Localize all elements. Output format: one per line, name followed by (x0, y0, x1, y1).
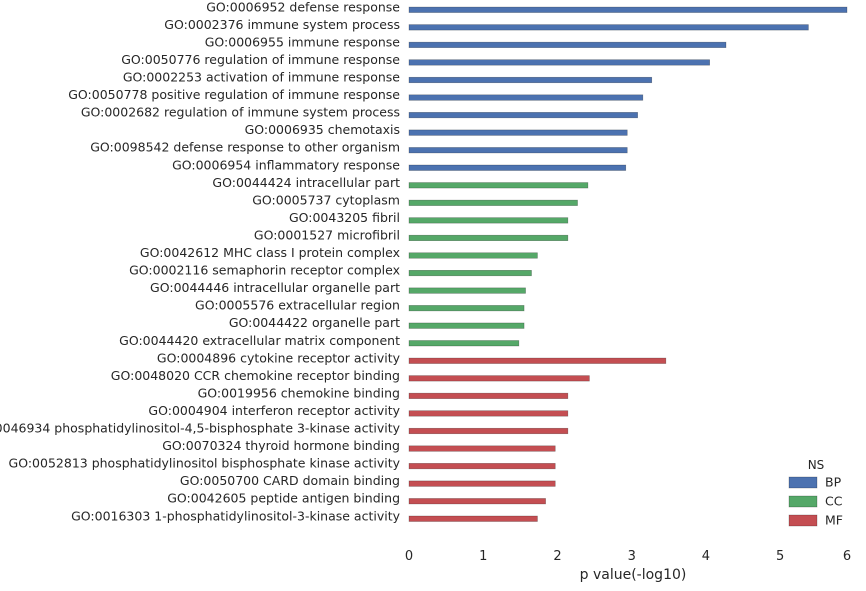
x-tick-label: 5 (776, 549, 784, 564)
legend-label: BP (825, 475, 842, 490)
x-tick-label: 0 (405, 549, 413, 564)
bar-bp (408, 147, 628, 154)
bar-mf (408, 480, 556, 487)
legend-swatch-mf (788, 514, 818, 527)
legend: NS BP CC MF (788, 458, 843, 528)
category-label: GO:0019956 chemokine binding (198, 385, 400, 400)
x-tick-label: 2 (553, 549, 561, 564)
category-label: GO:0044420 extracellular matrix componen… (119, 333, 400, 348)
bar-cc (408, 340, 520, 347)
x-tick-label: 4 (702, 549, 710, 564)
bar-cc (408, 322, 525, 329)
category-label: GO:0050776 regulation of immune response (121, 52, 400, 67)
bar-cc (408, 234, 569, 241)
bar-bp (408, 59, 710, 66)
bar-mf (408, 375, 590, 382)
category-label: GO:0004896 cytokine receptor activity (157, 350, 401, 365)
bars-group (408, 6, 848, 522)
bar-mf (408, 463, 556, 470)
category-label: GO:0050700 CARD domain binding (180, 473, 400, 488)
bar-bp (408, 94, 644, 101)
category-label: GO:0050778 positive regulation of immune… (68, 87, 400, 102)
category-label: GO:0070324 thyroid hormone binding (162, 438, 400, 453)
bar-bp (408, 129, 628, 136)
bar-bp (408, 112, 638, 119)
bar-cc (408, 305, 525, 312)
category-label: GO:0044422 organelle part (229, 315, 400, 330)
category-label: GO:0002253 activation of immune response (123, 70, 400, 85)
category-labels: GO:0006952 defense response GO:0002376 im… (0, 0, 401, 523)
category-label: GO:0046934 phosphatidylinositol-4,5-bisp… (0, 421, 401, 436)
legend-swatch-bp (788, 476, 818, 489)
bar-mf (408, 498, 546, 505)
category-label: GO:0005737 cytoplasm (252, 192, 400, 207)
category-label: GO:0098542 defense response to other org… (90, 140, 400, 155)
category-label: GO:0016303 1-phosphatidylinositol-3-kina… (71, 508, 401, 523)
bar-bp (408, 6, 848, 13)
category-label: GO:0042612 MHC class I protein complex (140, 245, 400, 260)
bar-cc (408, 269, 532, 277)
legend-label: CC (825, 494, 843, 509)
category-label: GO:0043205 fibril (289, 210, 400, 225)
bar-mf (408, 392, 569, 399)
x-tick-label: 6 (843, 549, 851, 564)
bar-mf (408, 515, 538, 522)
category-label: GO:0044446 intracellular organelle part (150, 280, 400, 295)
category-label: GO:0002682 regulation of immune system p… (81, 105, 400, 120)
bar-mf (408, 445, 556, 452)
bar-cc (408, 217, 569, 224)
x-tick-label: 3 (628, 549, 636, 564)
category-label: GO:0042605 peptide antigen binding (167, 491, 400, 506)
category-label: GO:0001527 microfibril (254, 227, 400, 242)
bar-cc (408, 287, 526, 294)
legend-swatch-cc (788, 495, 818, 508)
x-tick-label: 1 (479, 549, 487, 564)
category-label: GO:0006952 defense response (206, 0, 400, 14)
category-label: GO:0002376 immune system process (164, 17, 400, 32)
category-label: GO:0002116 semaphorin receptor complex (129, 263, 400, 278)
bar-cc (408, 182, 589, 189)
bar-cc (408, 252, 538, 259)
bar-bp (408, 164, 627, 171)
category-label: GO:0005576 extracellular region (195, 298, 400, 313)
category-label: GO:0044424 intracellular part (212, 175, 400, 190)
legend-title: NS (808, 458, 825, 472)
bar-mf (408, 427, 569, 435)
bar-mf (408, 410, 569, 417)
category-label: GO:0004904 interferon receptor activity (148, 403, 400, 418)
category-label: GO:0006955 immune response (205, 34, 401, 49)
category-label: GO:0052813 phosphatidylinositol bisphosp… (9, 456, 401, 471)
legend-label: MF (825, 513, 843, 528)
category-label: GO:0006954 inflammatory response (172, 157, 400, 172)
bar-bp (408, 24, 809, 31)
bar-cc (408, 199, 578, 206)
bar-bp (408, 41, 727, 48)
x-axis-ticks: 0 1 2 3 4 5 6 (405, 549, 851, 564)
x-axis-label: p value(-log10) (580, 567, 687, 583)
category-label: GO:0006935 chemotaxis (245, 122, 400, 137)
bar-bp (408, 76, 653, 84)
category-label: GO:0048020 CCR chemokine receptor bindin… (111, 368, 400, 383)
bar-mf (408, 357, 667, 364)
